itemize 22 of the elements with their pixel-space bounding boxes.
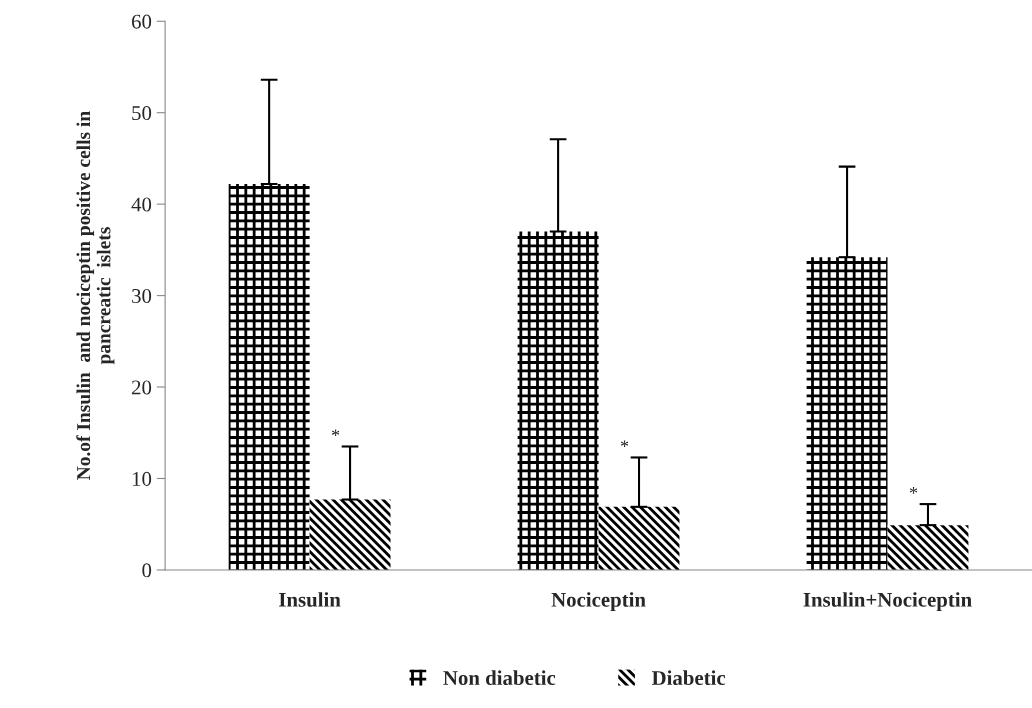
x-tick-label: Insulin xyxy=(279,592,341,607)
y-tick-label: 60 xyxy=(131,14,152,29)
y-tick-label: 0 xyxy=(142,563,152,578)
bar xyxy=(887,525,969,570)
x-tick-label: Nociceptin xyxy=(551,592,646,612)
legend-label: Diabetic xyxy=(651,670,726,686)
bar xyxy=(517,231,599,570)
legend-label: Non diabetic xyxy=(443,670,556,686)
y-tick-label: 20 xyxy=(132,380,152,395)
y-axis-title: No.of Insulin and nociceptin positive cells in pancreatic islets xyxy=(76,111,115,480)
bar xyxy=(806,257,888,570)
y-tick-label: 30 xyxy=(132,288,152,304)
annotation: * xyxy=(331,429,340,437)
bar xyxy=(228,184,310,570)
y-tick-label: 40 xyxy=(131,197,152,212)
x-tick-label: Insulin+Nociceptin xyxy=(803,592,972,612)
y-tick-label: 10 xyxy=(132,471,152,486)
bar xyxy=(598,506,680,570)
y-tick-label: 50 xyxy=(132,106,152,121)
annotation: * xyxy=(909,487,918,494)
bar xyxy=(309,499,391,570)
annotation: * xyxy=(620,440,629,448)
